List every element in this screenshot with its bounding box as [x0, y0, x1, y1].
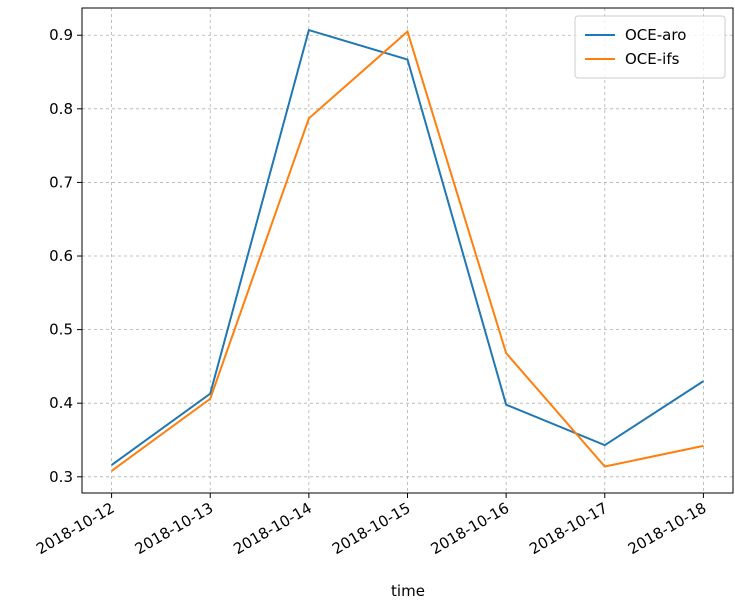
- x-tick-label: 2018-10-16: [428, 499, 513, 558]
- line: [111, 29, 704, 472]
- y-tick-label: 0.3: [49, 468, 73, 486]
- x-tick-label: 2018-10-14: [230, 499, 315, 558]
- x-tick-label: 2018-10-18: [625, 499, 710, 558]
- x-tick-label: 2018-10-13: [132, 499, 217, 558]
- y-tick-label: 0.5: [49, 321, 73, 339]
- line: [111, 28, 704, 466]
- x-tick-label: 2018-10-17: [526, 499, 611, 558]
- x-axis-label: time: [391, 582, 425, 600]
- y-tick-label: 0.8: [49, 100, 73, 118]
- y-tick-label: 0.7: [49, 173, 73, 191]
- legend-label: OCE-ifs: [625, 50, 680, 68]
- y-tick-label: 0.6: [49, 247, 73, 265]
- x-tick-label: 2018-10-15: [329, 499, 414, 558]
- y-tick-label: 0.9: [49, 26, 73, 44]
- plot-frame: [81, 7, 734, 494]
- legend-label: OCE-aro: [625, 26, 686, 44]
- x-tick-label: 2018-10-12: [33, 499, 118, 558]
- legend-box: [574, 15, 726, 79]
- y-tick-label: 0.4: [49, 394, 73, 412]
- legend: OCE-aro OCE-ifs: [574, 15, 726, 79]
